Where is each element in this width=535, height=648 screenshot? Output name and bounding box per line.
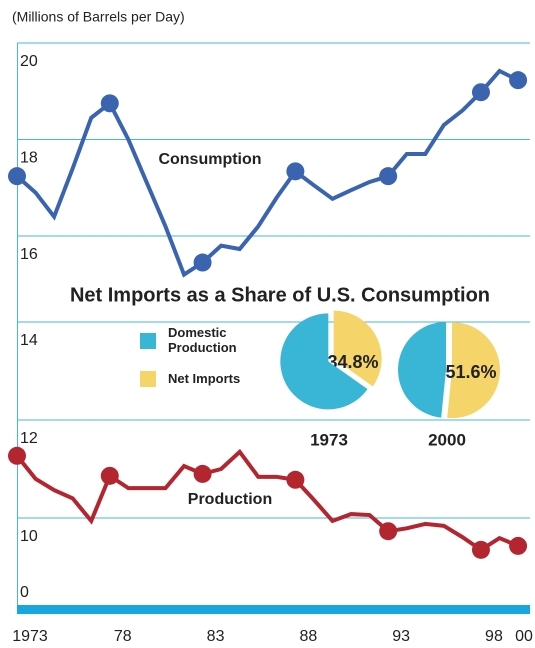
y-tick-label: 10 <box>20 528 38 545</box>
data-point <box>286 162 305 181</box>
subtitle: (Millions of Barrels per Day) <box>12 9 185 25</box>
data-point <box>100 466 119 485</box>
pie-slice <box>447 322 500 419</box>
line-label: Consumption <box>158 151 261 168</box>
line-label: Production <box>188 491 272 508</box>
data-point <box>471 83 490 102</box>
legend-label: Net Imports <box>168 371 241 386</box>
data-point <box>509 536 528 555</box>
x-tick-label: 88 <box>299 628 317 645</box>
legend-swatch <box>140 371 156 387</box>
x-tick-label: 98 <box>485 628 503 645</box>
data-point <box>509 71 528 90</box>
legend-item: Domestic Production <box>168 325 237 355</box>
pie-year-label: 2000 <box>428 430 466 449</box>
legend-swatch <box>140 333 156 349</box>
x-tick-label: 00 <box>515 628 533 645</box>
legend-label: Domestic Production <box>168 325 237 355</box>
x-tick-label: 83 <box>207 628 225 645</box>
y-tick-label: 16 <box>20 246 38 263</box>
data-line <box>15 68 519 278</box>
data-point <box>100 94 119 113</box>
data-point <box>379 522 398 541</box>
baseline-bar <box>17 605 530 614</box>
data-point <box>193 253 212 272</box>
x-tick-label: 93 <box>392 628 410 645</box>
data-point <box>8 446 26 465</box>
data-point <box>471 540 490 559</box>
pie-slice <box>333 310 382 387</box>
data-point <box>286 470 305 489</box>
pie-year-label: 1973 <box>310 430 348 449</box>
y-tick-label: 18 <box>20 150 38 167</box>
data-point <box>8 167 26 186</box>
data-point <box>379 167 398 186</box>
pie-slice <box>398 321 447 418</box>
data-point <box>193 464 212 483</box>
x-tick-label: 78 <box>114 628 132 645</box>
pie-slice <box>280 313 368 410</box>
data-line <box>15 448 519 553</box>
pie-title: Net Imports as a Share of U.S. Consumpti… <box>70 284 490 306</box>
y-tick-label: 14 <box>20 332 38 349</box>
y-tick-label: 0 <box>20 584 29 601</box>
y-tick-label: 12 <box>20 430 38 447</box>
y-tick-label: 20 <box>20 53 38 70</box>
pie-value-label: 34.8% <box>327 352 378 372</box>
pie-value-label: 51.6% <box>445 362 496 382</box>
legend-item: Net Imports <box>168 371 241 386</box>
x-tick-label: 1973 <box>12 628 48 645</box>
